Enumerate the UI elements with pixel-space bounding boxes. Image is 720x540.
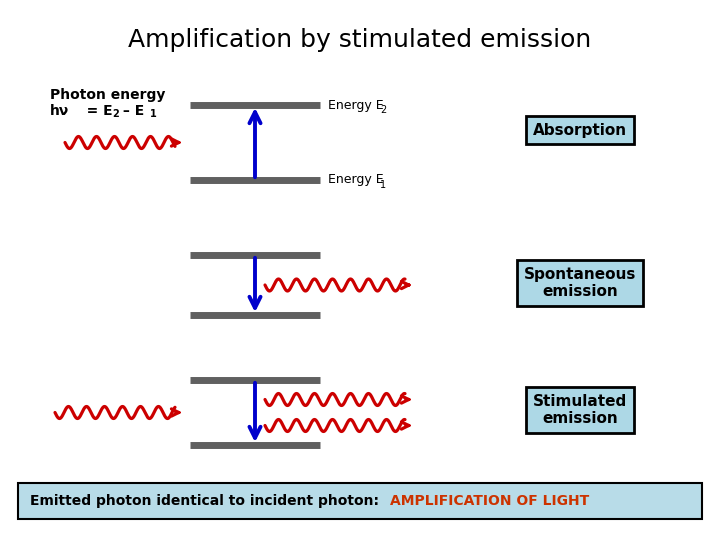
Text: Photon energy: Photon energy: [50, 88, 166, 102]
Text: 2: 2: [112, 109, 119, 119]
Text: AMPLIFICATION OF LIGHT: AMPLIFICATION OF LIGHT: [390, 494, 589, 508]
Text: Emitted photon identical to incident photon:: Emitted photon identical to incident pho…: [30, 494, 389, 508]
Text: Absorption: Absorption: [533, 123, 627, 138]
Text: Energy E: Energy E: [328, 173, 384, 186]
Text: Energy E: Energy E: [328, 98, 384, 111]
Text: 1: 1: [380, 180, 386, 190]
Text: hν: hν: [50, 104, 69, 118]
Text: Stimulated
emission: Stimulated emission: [533, 394, 627, 426]
Text: Spontaneous
emission: Spontaneous emission: [524, 267, 636, 299]
Text: = E: = E: [72, 104, 112, 118]
FancyBboxPatch shape: [18, 483, 702, 519]
Text: 1: 1: [150, 109, 157, 119]
Text: 2: 2: [380, 105, 386, 115]
Text: – E: – E: [118, 104, 144, 118]
Text: Amplification by stimulated emission: Amplification by stimulated emission: [128, 28, 592, 52]
